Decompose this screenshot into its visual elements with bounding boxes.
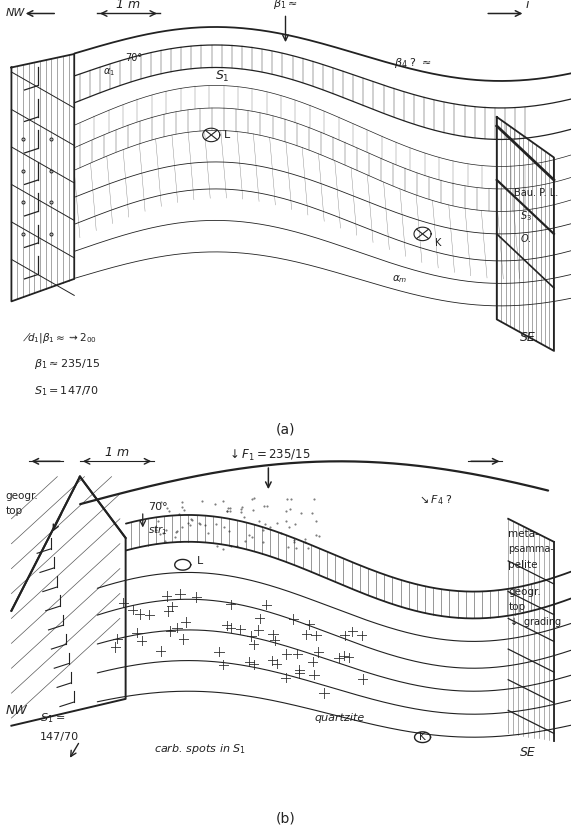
Text: $\beta_4$ ? $\approx$: $\beta_4$ ? $\approx$ [394,56,432,70]
Text: $S_1$ =: $S_1$ = [40,711,66,725]
Text: 1 m: 1 m [116,0,140,12]
Text: SE.: SE. [520,331,540,344]
Text: L: L [197,556,203,566]
Text: $\downarrow$ grading: $\downarrow$ grading [508,616,562,629]
Text: geogr.: geogr. [508,586,541,596]
Text: $\alpha_m$: $\alpha_m$ [392,273,407,285]
Text: 70°: 70° [126,53,143,63]
Text: pelite: pelite [508,560,538,570]
Text: K: K [419,732,426,742]
Text: i: i [525,0,529,12]
Text: $S_1 = 147/70$: $S_1 = 147/70$ [34,385,99,398]
Text: NW: NW [6,8,25,18]
Text: K: K [435,238,441,248]
Text: $\alpha_1$: $\alpha_1$ [103,66,115,77]
Text: $\not\!\!d_1 | \beta_1 \approx \leadsto 2_{00}$: $\not\!\!d_1 | \beta_1 \approx \leadsto … [23,330,96,345]
Text: $\beta_1 \approx$: $\beta_1 \approx$ [273,0,298,12]
Text: $O.$: $O.$ [520,232,531,244]
Text: L: L [224,130,230,140]
Text: (a): (a) [276,422,295,436]
Text: $S_3$: $S_3$ [520,209,532,222]
Text: quartzite: quartzite [314,713,364,723]
Text: geogr.: geogr. [6,491,38,501]
Text: Bau. P. L.: Bau. P. L. [514,188,558,198]
Text: 70°: 70° [148,502,168,512]
Text: carb. spots in $S_1$: carb. spots in $S_1$ [154,741,246,756]
Text: (b): (b) [276,811,295,826]
Text: $\beta_1 \approx 235/15$: $\beta_1 \approx 235/15$ [34,357,100,372]
Text: $\searrow F_4$ ?: $\searrow F_4$ ? [417,493,453,506]
Text: meta-: meta- [508,529,539,539]
Text: $\downarrow F_1 = 235/15$: $\downarrow F_1 = 235/15$ [227,448,310,463]
Text: SE: SE [520,746,536,759]
Text: 147/70: 147/70 [40,732,79,742]
Text: $str_1$: $str_1$ [148,523,168,537]
Text: NW: NW [6,704,27,717]
Text: 1 m: 1 m [105,446,129,460]
Text: psamma-: psamma- [508,545,554,555]
Text: $S_1$: $S_1$ [215,69,230,84]
Text: top: top [508,602,525,612]
Text: top: top [6,506,23,516]
